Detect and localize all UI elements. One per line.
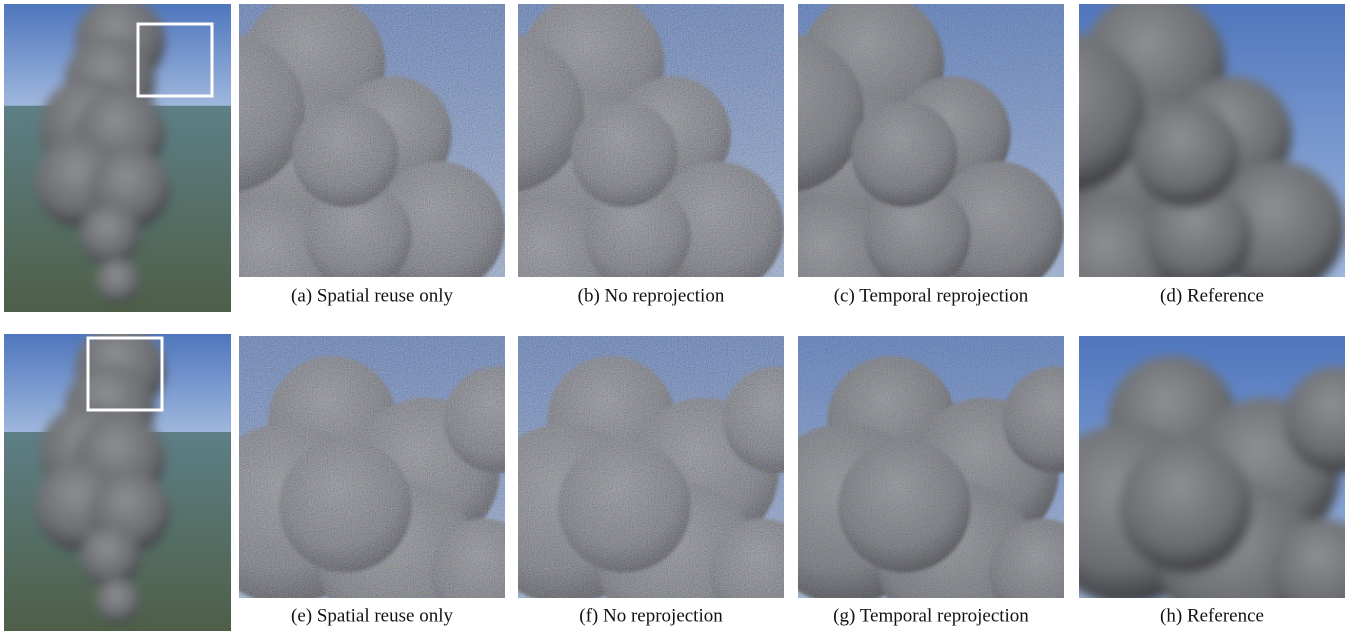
caption: (d) Reference xyxy=(1160,285,1264,306)
noise xyxy=(239,4,505,277)
noise xyxy=(518,4,784,277)
thumbnail-image xyxy=(4,0,231,312)
crop-panel xyxy=(755,336,1109,631)
crop-panel xyxy=(1036,336,1358,631)
thumbnail-image xyxy=(4,325,231,631)
smoke-puff xyxy=(80,205,140,265)
crop-image xyxy=(196,336,550,631)
thumbnail xyxy=(4,325,231,631)
caption: (g) Temporal reprojection xyxy=(833,605,1029,626)
crop-image xyxy=(475,336,829,631)
noise xyxy=(239,336,505,598)
smoke-puff xyxy=(80,527,140,587)
caption: (a) Spatial reuse only xyxy=(291,285,453,306)
caption: (f) No reprojection xyxy=(579,605,723,626)
crop-image xyxy=(755,336,1109,631)
noise xyxy=(518,336,784,598)
noise xyxy=(798,4,1064,277)
crop-panel xyxy=(196,336,550,631)
caption: (e) Spatial reuse only xyxy=(291,605,453,626)
thumbnail xyxy=(4,0,231,312)
noise xyxy=(798,336,1064,598)
crop-image xyxy=(1036,336,1358,631)
smoke-puff xyxy=(1132,101,1238,207)
smoke-puff xyxy=(1119,440,1252,573)
caption: (h) Reference xyxy=(1160,605,1264,626)
smoke-puff xyxy=(96,259,140,303)
crop-panel xyxy=(475,336,829,631)
caption: (b) No reprojection xyxy=(578,285,725,306)
caption: (c) Temporal reprojection xyxy=(834,285,1029,306)
figure: (a) Spatial reuse only (b) No reprojectio… xyxy=(0,0,1358,631)
smoke-puff xyxy=(96,579,140,623)
